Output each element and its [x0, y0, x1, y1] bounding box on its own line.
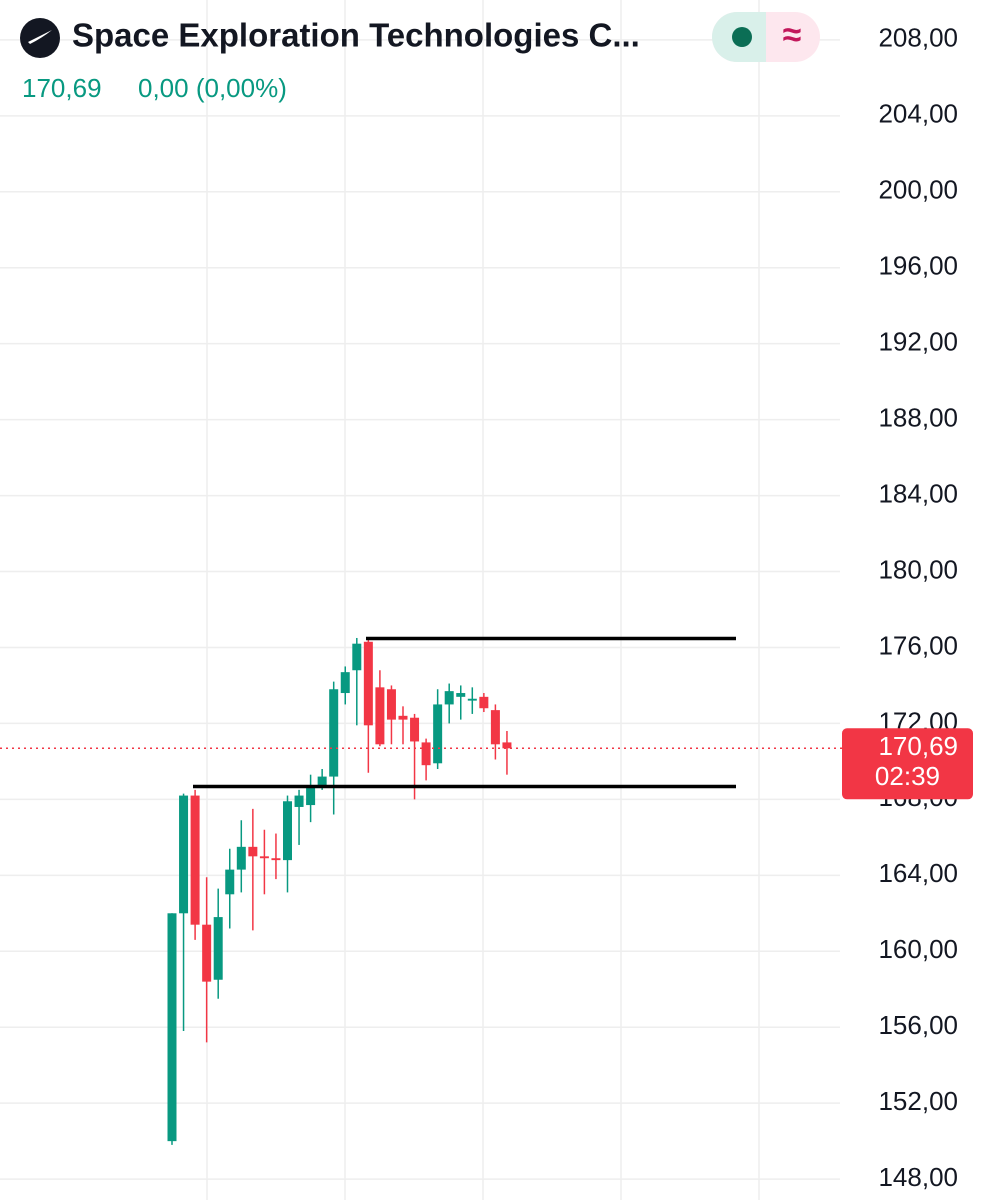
y-tick-label: 204,00 [878, 99, 958, 129]
candle-body [375, 687, 385, 745]
y-tick-label: 192,00 [878, 327, 958, 357]
candle-body [259, 856, 269, 859]
candle-body [167, 913, 177, 1142]
candle-body [479, 696, 489, 709]
candle-body [179, 795, 189, 914]
candle-body [202, 924, 212, 982]
y-tick-label: 156,00 [878, 1010, 958, 1040]
candle-body [225, 869, 235, 895]
y-tick-label: 208,00 [878, 23, 958, 53]
header: Space Exploration Technologies C... 170,… [20, 12, 820, 103]
candle-body [490, 710, 500, 745]
candle-body [190, 795, 200, 925]
candle-body [213, 917, 223, 980]
candle-body [386, 689, 396, 720]
y-tick-label: 176,00 [878, 630, 958, 660]
y-tick-label: 164,00 [878, 858, 958, 888]
market-status-dot [732, 27, 752, 47]
last-price: 170,69 [22, 73, 102, 103]
candles [167, 637, 512, 1145]
candle-body [352, 643, 362, 671]
candle-body [433, 704, 443, 764]
candle-body [363, 641, 373, 726]
candle-body [467, 698, 477, 701]
y-axis: 208,00 204,00 200,00 196,00 192,00 188,00 184,… [842, 23, 973, 1192]
candle-body [456, 693, 466, 697]
candle-body [398, 715, 408, 720]
candle-body [502, 742, 512, 749]
candle-body [283, 801, 292, 861]
candle-body [444, 691, 454, 705]
y-tick-label: 184,00 [878, 478, 958, 508]
candle-body [421, 742, 431, 766]
candle-body [236, 846, 246, 870]
indicator-icon[interactable]: ≈ [783, 16, 802, 54]
candle-body [340, 672, 350, 694]
candle-body [306, 786, 316, 806]
candle-body [317, 776, 327, 787]
y-tick-label: 188,00 [878, 402, 958, 432]
y-tick-label: 152,00 [878, 1086, 958, 1116]
countdown-label: 02:39 [875, 761, 940, 791]
overlay [0, 636, 842, 789]
candle-body [271, 858, 281, 861]
candle-body [248, 846, 258, 857]
price-label-box [842, 728, 973, 800]
candle-body [294, 795, 304, 807]
h-grid [0, 39, 840, 1180]
y-tick-label: 160,00 [878, 934, 958, 964]
logo-swoosh [28, 30, 52, 44]
grid [206, 0, 760, 1200]
price-change: 0,00 (0,00%) [138, 73, 287, 103]
y-tick-label: 180,00 [878, 554, 958, 584]
symbol-title: Space Exploration Technologies C... [72, 17, 640, 54]
price-label: 170,69 [878, 731, 958, 761]
y-tick-label: 196,00 [878, 251, 958, 281]
candle-body [410, 717, 420, 742]
y-tick-label: 200,00 [878, 175, 958, 205]
candle-body [329, 689, 339, 777]
y-tick-label: 148,00 [878, 1162, 958, 1192]
